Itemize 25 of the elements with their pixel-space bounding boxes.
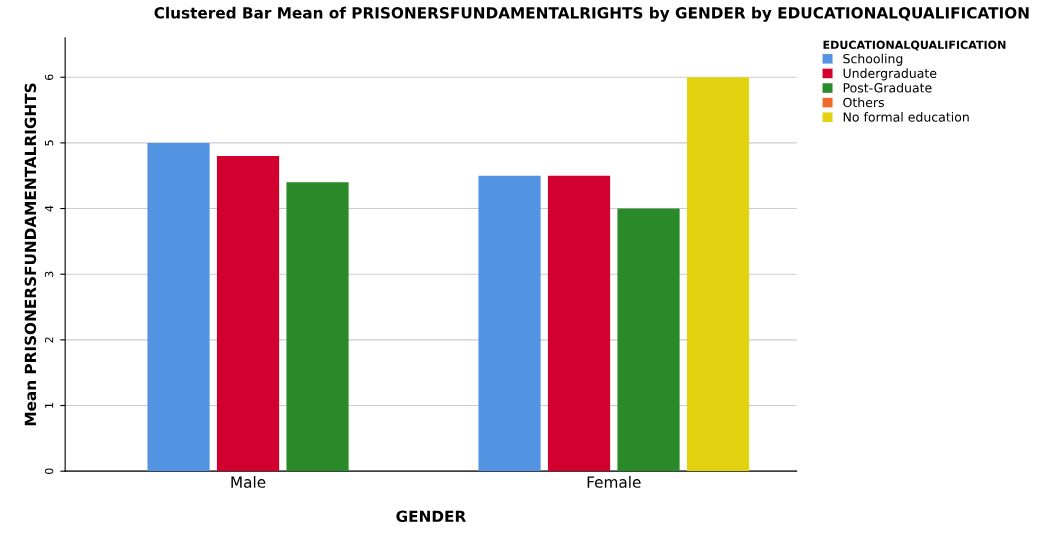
y-tick-label: 3 bbox=[44, 271, 54, 277]
y-tick-label: 5 bbox=[45, 140, 54, 146]
y-axis-title: Mean PRISONERSFUNDAMENTALRIGHTS bbox=[24, 83, 37, 426]
bar bbox=[617, 208, 680, 472]
bar bbox=[478, 175, 541, 472]
chart-title: Clustered Bar Mean of PRISONERSFUNDAMENTALRIGHTS by GENDER by EDUCATIONALQUALIFICATION bbox=[154, 6, 1029, 22]
y-tick-label: 4 bbox=[45, 205, 54, 212]
y-tick-label: 1 bbox=[45, 403, 54, 408]
legend-label: No formal education bbox=[843, 112, 969, 122]
bar bbox=[286, 182, 349, 472]
bar bbox=[686, 77, 750, 472]
bar bbox=[216, 156, 280, 472]
legend-label: Post-Graduate bbox=[843, 82, 932, 93]
x-tick-label: Female bbox=[587, 476, 641, 488]
legend-label: Schooling bbox=[843, 53, 903, 66]
y-tick-label: 2 bbox=[44, 337, 54, 343]
legend-label: Undergraduate bbox=[843, 68, 937, 81]
x-axis-title: GENDER bbox=[396, 510, 466, 523]
y-tick-label: 0 bbox=[44, 468, 54, 474]
legend-label: Others bbox=[843, 97, 884, 108]
x-tick-label: Male bbox=[231, 476, 266, 488]
bar bbox=[547, 175, 611, 472]
legend-title: EDUCATIONALQUALIFICATION bbox=[823, 40, 1006, 51]
bar bbox=[147, 142, 210, 472]
y-tick-label: 6 bbox=[44, 74, 54, 80]
